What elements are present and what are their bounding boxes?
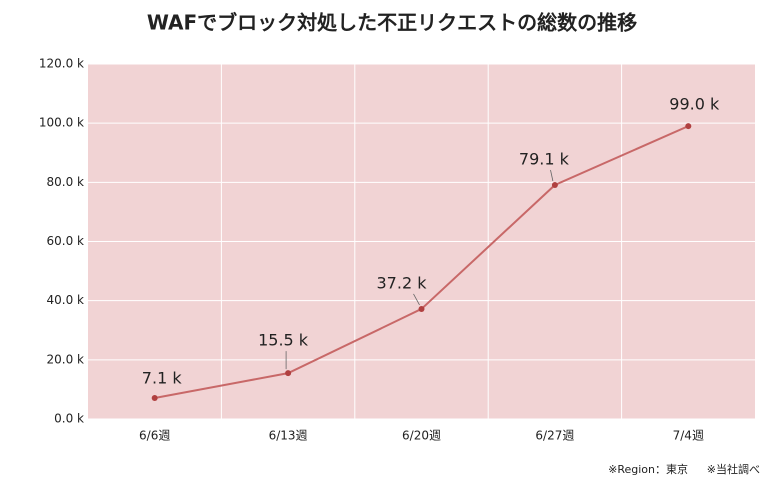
x-tick-label: 6/13週 — [269, 429, 308, 443]
point — [151, 394, 158, 401]
data-label: 7.1 k — [142, 368, 183, 387]
data-label: 99.0 k — [669, 95, 720, 114]
y-tick-label: 40.0 k — [47, 293, 85, 307]
y-tick-label: 20.0 k — [47, 352, 85, 366]
point — [285, 370, 292, 377]
y-tick-label: 0.0 k — [54, 412, 84, 426]
data-label: 37.2 k — [377, 273, 428, 292]
y-tick-label: 120.0 k — [39, 57, 84, 71]
footnote: ※当社調べ — [707, 462, 760, 476]
leader-line — [550, 169, 554, 182]
y-tick-label: 80.0 k — [47, 175, 85, 189]
footnote: ※Region：東京 — [608, 462, 688, 476]
x-tick-label: 7/4週 — [673, 429, 704, 443]
point — [685, 123, 692, 130]
x-tick-label: 6/6週 — [139, 429, 170, 443]
y-tick-label: 100.0 k — [39, 116, 84, 130]
point — [418, 305, 425, 312]
y-tick-label: 60.0 k — [47, 234, 85, 248]
point — [551, 181, 558, 188]
leader-line — [413, 293, 420, 306]
chart-title: WAFでブロック対処した不正リクエストの総数の推移 — [147, 11, 637, 35]
data-label: 15.5 k — [258, 331, 309, 350]
x-tick-label: 6/27週 — [535, 429, 574, 443]
x-tick-label: 6/20週 — [402, 429, 441, 443]
data-label: 79.1 k — [519, 149, 570, 168]
